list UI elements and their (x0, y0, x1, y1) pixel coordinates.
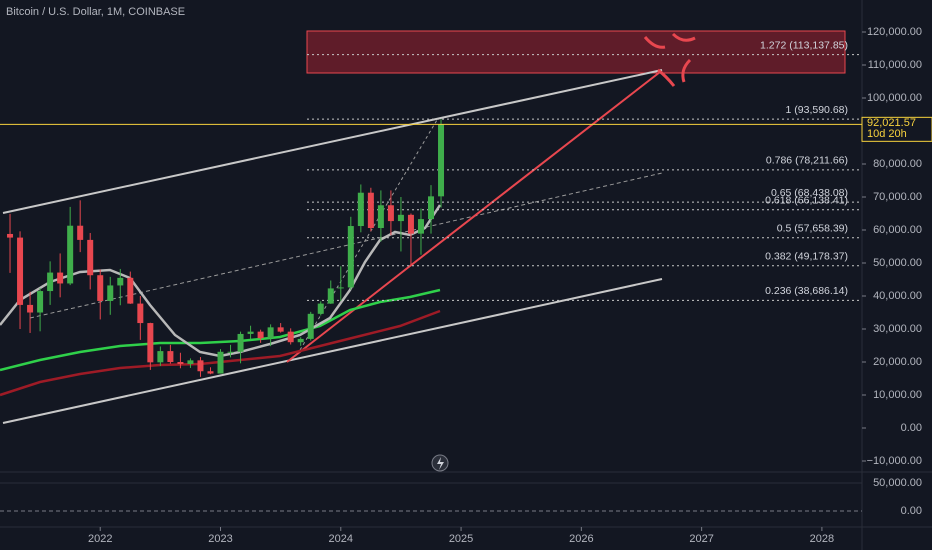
candle-body (387, 205, 394, 222)
icon-stroke (681, 58, 692, 83)
y-tick-label: 10,000.00 (873, 389, 922, 401)
candle-body (177, 362, 184, 364)
candle-body (307, 313, 314, 339)
candle-body (337, 287, 344, 289)
candle-body (287, 331, 294, 343)
candle-body (37, 291, 44, 313)
candle-body (77, 225, 84, 240)
target-zone (306, 30, 846, 74)
candle-body (247, 331, 254, 334)
candle-body (277, 327, 284, 332)
x-tick-label: 2026 (569, 533, 593, 545)
candle-body (67, 225, 74, 284)
candle-body (57, 272, 64, 284)
candle-body (137, 303, 144, 324)
candle-body (167, 351, 174, 362)
y-tick-label: 20,000.00 (873, 356, 922, 368)
x-tick-label: 2022 (88, 533, 112, 545)
candle-body (377, 205, 384, 229)
last-price-label: 92,021.57 (867, 117, 916, 129)
y-tick-label: 60,000.00 (873, 224, 922, 236)
candle-body (17, 237, 24, 305)
x-tick-label: 2023 (208, 533, 232, 545)
candle-body (157, 351, 164, 363)
candle-body (187, 360, 194, 364)
candle-body (267, 327, 274, 339)
y-tick-label: 0.00 (901, 422, 922, 434)
candle-body (207, 371, 214, 374)
x-tick-label: 2028 (810, 533, 834, 545)
chart-title: Bitcoin / U.S. Dollar, 1M, COINBASE (6, 6, 185, 18)
candle-body (317, 303, 324, 314)
countdown-label: 10d 20h (867, 128, 907, 140)
y-tick-label: 120,000.00 (867, 26, 922, 38)
candle-body (7, 233, 14, 238)
candle-body (297, 338, 304, 343)
candle-body (97, 275, 104, 301)
y-tick-label: 80,000.00 (873, 158, 922, 170)
y-tick-label: −10,000.00 (867, 455, 922, 467)
fib-label: 1.272 (113,137.85) (760, 39, 848, 51)
event-bolt (437, 457, 444, 470)
candle-body (237, 333, 244, 352)
indicator-tick-label: 0.00 (901, 505, 922, 517)
candle-body (127, 277, 134, 304)
fib-label: 0.382 (49,178.37) (765, 250, 848, 262)
candle-body (257, 331, 264, 339)
y-tick-label: 70,000.00 (873, 191, 922, 203)
icon-stroke (657, 68, 676, 87)
red-trend (286, 71, 661, 363)
candle-body (357, 192, 364, 227)
candle-body (407, 214, 414, 234)
candle-body (117, 277, 124, 286)
channel-mid (29, 172, 663, 319)
candle-body (397, 214, 404, 222)
fib-label: 0.786 (78,211.66) (766, 155, 848, 167)
y-tick-label: 40,000.00 (873, 290, 922, 302)
candle-body (417, 219, 424, 234)
candle-body (217, 351, 224, 374)
y-tick-label: 100,000.00 (867, 92, 922, 104)
candle-body (367, 192, 374, 229)
candle-body (27, 304, 34, 313)
candle-body (227, 351, 234, 353)
candle-body (327, 288, 334, 304)
fib-label: 0.5 (57,658.39) (777, 223, 848, 235)
channel-lower (2, 278, 663, 424)
candle-body (147, 323, 154, 363)
candle-body (347, 226, 354, 288)
fib-label: 0.618 (66,138.41) (765, 195, 848, 207)
x-tick-label: 2024 (329, 533, 353, 545)
reversal-icon (643, 32, 696, 87)
candle-body (428, 196, 434, 220)
fib-label: 1 (93,590.68) (786, 104, 848, 116)
channel-upper (2, 69, 663, 214)
candle-body (197, 360, 204, 372)
candle-body (107, 285, 114, 301)
last-price-box (861, 116, 932, 142)
candle-body (438, 124, 445, 197)
fib-label: 0.65 (68,438.08) (771, 187, 848, 199)
y-tick-label: 110,000.00 (868, 59, 922, 71)
indicator-tick-label: 50,000.00 (873, 477, 922, 489)
icon-stroke (643, 36, 666, 49)
y-tick-label: 30,000.00 (873, 323, 922, 335)
x-tick-label: 2025 (449, 533, 473, 545)
candle-body (47, 272, 54, 292)
icon-stroke (671, 32, 696, 42)
fib-label: 0.236 (38,686.14) (765, 285, 848, 297)
y-tick-label: 50,000.00 (873, 257, 922, 269)
candle-body (87, 239, 94, 276)
x-tick-label: 2027 (689, 533, 713, 545)
